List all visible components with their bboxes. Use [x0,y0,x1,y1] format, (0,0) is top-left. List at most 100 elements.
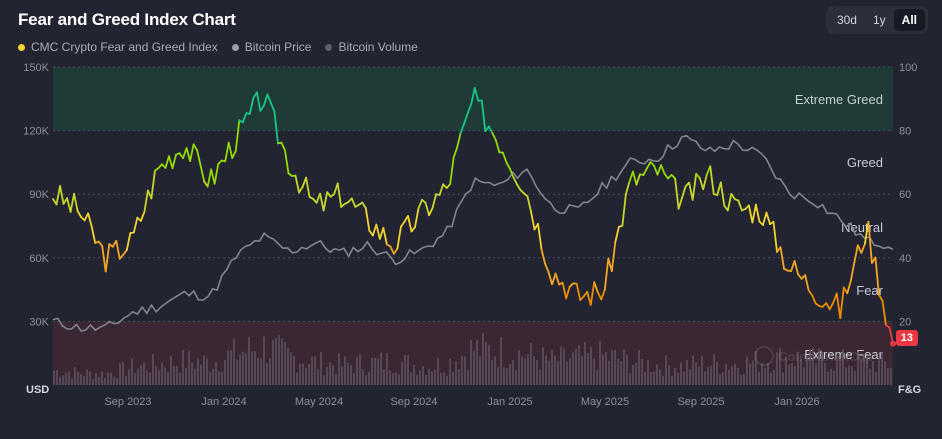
fear-greed-line-segment [76,210,83,218]
fear-greed-line-segment [480,99,487,133]
volume-bar [119,363,121,385]
y-tick-right: 100 [899,62,917,74]
fear-greed-line-segment [677,196,684,210]
volume-bar [308,363,310,385]
volume-bar [812,347,814,385]
volume-bar [356,357,358,385]
volume-bar [182,349,184,385]
watermark-text: CoinMarketCap [778,348,874,364]
x-tick: Sep 2023 [104,396,151,408]
volume-bar [230,350,232,385]
fear-greed-line-segment [350,197,357,208]
fear-greed-line-segment [825,302,831,311]
zone-label: Greed [847,155,883,170]
volume-bar [875,372,877,385]
volume-bar [707,367,709,385]
volume-bar [203,355,205,385]
y-tick-right: 20 [899,316,911,328]
volume-bar [92,378,94,385]
volume-bar [776,352,778,385]
fear-greed-line-segment [674,177,680,210]
volume-bar [887,367,889,385]
volume-bar [644,371,646,385]
volume-bar [290,352,292,385]
fear-greed-line-segment [280,141,286,152]
volume-bar [104,378,106,385]
volume-bar [806,356,808,385]
volume-bar [389,370,391,385]
fear-greed-line-segment [828,301,835,311]
volume-bar [629,373,631,385]
volume-bar [749,363,751,385]
x-tick: Jan 2024 [201,396,246,408]
volume-bar [689,369,691,385]
range-tab-all[interactable]: All [893,9,925,31]
fear-greed-line-segment [171,153,177,170]
volume-bar [788,364,790,385]
volume-bar [314,356,316,385]
volume-bar [146,370,148,385]
volume-bar [452,371,454,385]
fear-greed-line-segment [364,207,371,232]
volume-bar [467,370,469,385]
volume-bar [248,336,250,385]
legend-dot-fear-greed [18,43,25,51]
fear-greed-line-segment [361,201,367,210]
volume-bar [530,342,532,385]
volume-bar [107,372,109,385]
fear-greed-line-segment [698,177,705,191]
legend-item-fear-greed[interactable]: CMC Crypto Fear and Greed Index [18,40,218,54]
fear-greed-line-segment [737,199,743,212]
volume-bar [245,353,247,385]
fear-greed-line-segment [726,192,733,212]
volume-bar [521,356,523,385]
volume-bar [665,355,667,385]
fear-greed-line-segment [509,167,515,179]
volume-bar [95,373,97,385]
volume-bar [662,375,664,385]
volume-bar [236,359,238,385]
volume-bar [392,373,394,385]
fear-greed-line-segment [702,173,708,191]
fear-greed-line-segment [596,291,603,301]
volume-bar [470,339,472,385]
volume-bar [272,339,274,385]
fear-greed-line-segment [336,182,343,208]
fear-greed-line-segment [59,185,65,205]
fear-greed-line-segment [512,176,518,186]
volume-bar [275,337,277,385]
fear-greed-line-segment [213,163,220,185]
volume-bar [845,367,847,385]
fear-greed-line-segment [227,141,234,160]
legend-item-bitcoin-volume[interactable]: Bitcoin Volume [325,40,418,54]
volume-bar [542,347,544,385]
volume-bar [866,357,868,385]
range-tab-30d[interactable]: 30d [836,13,857,27]
fear-greed-line-segment [621,193,627,227]
fear-greed-line-segment [150,169,156,200]
volume-bar [704,371,706,385]
volume-bar [383,368,385,385]
volume-bar [671,375,673,385]
volume-bar [317,368,319,385]
volume-bar [455,361,457,385]
x-tick: May 2024 [295,396,343,408]
volume-bar [746,356,748,385]
volume-bar [197,359,199,385]
fear-greed-line-segment [449,156,455,185]
legend-item-bitcoin-price[interactable]: Bitcoin Price [231,40,311,54]
volume-bar [311,356,313,385]
x-tick: Sep 2024 [390,396,437,408]
volume-bar [650,372,652,385]
fear-greed-line-segment [189,143,195,163]
volume-bar [191,362,193,385]
range-tab-1y[interactable]: 1y [872,13,886,27]
volume-bar [719,373,721,385]
fear-greed-line-segment [565,285,571,300]
fear-greed-line-segment [414,207,420,229]
legend-dot-bitcoin-price [231,43,239,51]
fear-greed-line-segment [491,131,497,142]
fear-greed-line-segment [459,122,466,134]
volume-bar [599,341,601,385]
